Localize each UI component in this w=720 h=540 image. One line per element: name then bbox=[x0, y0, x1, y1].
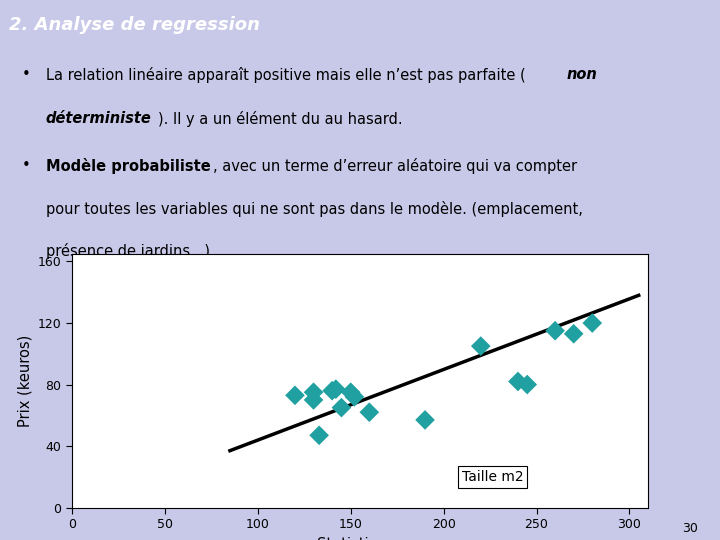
Point bbox=[568, 329, 580, 338]
Text: •: • bbox=[22, 68, 30, 82]
Point bbox=[336, 403, 347, 412]
Text: •: • bbox=[22, 158, 30, 173]
Point bbox=[521, 380, 533, 389]
Point bbox=[307, 388, 319, 396]
Point bbox=[587, 319, 598, 327]
Point bbox=[289, 391, 301, 400]
Point bbox=[313, 431, 325, 440]
Point bbox=[307, 396, 319, 404]
X-axis label: Statistiques: Statistiques bbox=[317, 537, 403, 540]
Text: , avec un terme d’erreur aléatoire qui va compter: , avec un terme d’erreur aléatoire qui v… bbox=[213, 158, 577, 174]
Point bbox=[348, 393, 360, 401]
Point bbox=[549, 326, 561, 335]
Point bbox=[512, 377, 523, 386]
Point bbox=[345, 388, 356, 396]
Point bbox=[364, 408, 375, 416]
Text: 2. Analyse de regression: 2. Analyse de regression bbox=[9, 16, 260, 34]
Point bbox=[330, 385, 341, 394]
Text: pour toutes les variables qui ne sont pas dans le modèle. (emplacement,: pour toutes les variables qui ne sont pa… bbox=[46, 201, 582, 218]
Text: déterministe: déterministe bbox=[46, 111, 152, 126]
Point bbox=[326, 387, 338, 395]
Text: La relation linéaire apparaît positive mais elle n’est pas parfaite (: La relation linéaire apparaît positive m… bbox=[46, 68, 526, 83]
Text: ). Il y a un élément du au hasard.: ). Il y a un élément du au hasard. bbox=[158, 111, 402, 127]
Text: Taille m2: Taille m2 bbox=[462, 470, 523, 484]
Text: non: non bbox=[566, 68, 597, 82]
Text: présence de jardins...): présence de jardins...) bbox=[46, 243, 210, 259]
Text: 30: 30 bbox=[683, 522, 698, 535]
Point bbox=[419, 416, 431, 424]
Y-axis label: Prix (keuros): Prix (keuros) bbox=[17, 335, 32, 427]
Point bbox=[475, 342, 487, 350]
Text: Modèle probabiliste: Modèle probabiliste bbox=[46, 158, 210, 174]
